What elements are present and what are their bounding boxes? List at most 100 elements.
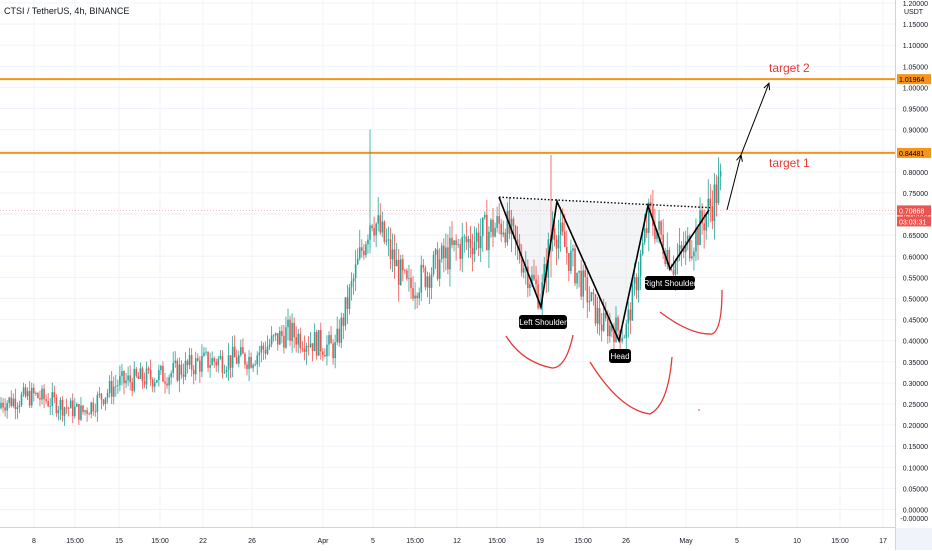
pattern-area: [499, 197, 648, 341]
candle-body: [645, 228, 648, 233]
freehand-curve[interactable]: [659, 289, 723, 335]
arrow-to-target2[interactable]: [740, 83, 770, 156]
candle-body: [633, 277, 636, 284]
candle-body: [301, 348, 304, 349]
candle-body: [584, 270, 587, 278]
arrow-to-target1[interactable]: [726, 154, 742, 210]
candle-body: [28, 391, 31, 406]
candle-body: [285, 327, 287, 348]
candle-body: [67, 407, 70, 409]
candle-body: [365, 244, 367, 256]
candle-body: [654, 225, 656, 240]
candle-body: [145, 368, 148, 385]
candle-body: [684, 240, 687, 253]
candle-body: [664, 254, 666, 265]
candle-body: [110, 381, 113, 397]
candle-body: [434, 249, 437, 255]
candle-body: [637, 276, 640, 291]
chart-title: CTSI / TetherUS, 4h, BINANCE: [4, 6, 130, 16]
candle-body: [313, 332, 316, 352]
candle-body: [420, 264, 423, 293]
candle-body: [108, 381, 111, 393]
candle-body: [479, 236, 482, 249]
candle-body: [440, 245, 443, 260]
candle-body: [33, 387, 35, 394]
candle-body: [104, 397, 107, 405]
candle-body: [399, 259, 402, 285]
candle-body: [16, 407, 19, 410]
candle-body: [203, 352, 205, 356]
candle-body: [387, 239, 390, 241]
candle-body: [668, 249, 671, 270]
candle-body: [287, 319, 289, 328]
candle-body: [602, 312, 605, 331]
candle-body: [149, 369, 152, 380]
candle-body: [469, 238, 472, 249]
candle-body: [635, 277, 638, 291]
candle-body: [180, 364, 183, 375]
candle-body: [55, 397, 58, 414]
candle-body: [213, 358, 215, 362]
candle-body: [201, 355, 203, 372]
candle-body: [293, 322, 295, 338]
time-axis[interactable]: [0, 527, 895, 551]
candle-body: [156, 380, 158, 383]
candle-body: [500, 223, 502, 235]
target2-label: target 2: [769, 61, 810, 75]
candle-body: [510, 218, 513, 234]
candle-body: [248, 356, 250, 370]
candle-body: [194, 358, 197, 375]
candle-body: [125, 380, 127, 384]
candle-body: [37, 392, 39, 399]
labels: target 2 target 1 Left Shoulder Head Right S…: [519, 61, 810, 363]
neckline[interactable]: [498, 196, 713, 209]
candle-body: [151, 379, 154, 387]
freehand-curve[interactable]: [505, 334, 574, 369]
freehand-curve[interactable]: [589, 356, 673, 415]
candle-body: [153, 382, 156, 387]
candle-body: [309, 343, 312, 347]
candle-body: [186, 360, 189, 365]
candle-body: [94, 411, 97, 413]
candle-body: [291, 322, 293, 341]
candle-body: [596, 308, 599, 324]
candle-body: [121, 371, 123, 377]
candle-body: [582, 270, 584, 297]
candle-body: [613, 331, 615, 343]
candle-body: [471, 248, 474, 255]
candle-body: [498, 216, 500, 224]
candle-body: [404, 270, 406, 272]
candle-body: [82, 405, 84, 412]
candle-body: [20, 394, 23, 406]
candle-body: [588, 301, 591, 303]
candle-body: [428, 276, 431, 288]
candle-body: [131, 382, 133, 391]
candle-body: [658, 221, 660, 231]
candle-body: [320, 330, 322, 352]
candle-body: [170, 373, 172, 378]
candle-body: [276, 333, 279, 345]
axis-corner: [896, 528, 932, 550]
candle-body: [379, 215, 382, 233]
price-axis[interactable]: [895, 0, 932, 550]
pattern-zigzag[interactable]: [498, 196, 710, 344]
candle-body: [639, 253, 642, 277]
candle-body: [537, 284, 539, 308]
candle-body: [691, 256, 693, 259]
candle-body: [231, 346, 234, 368]
candle-body: [627, 309, 630, 324]
candle-body: [168, 377, 170, 386]
candle-body: [350, 281, 353, 288]
head-label: Head: [610, 352, 629, 361]
candle-body: [449, 237, 451, 270]
candle-body: [135, 368, 138, 376]
arrow-to-target2-head: [763, 82, 771, 91]
candle-body: [22, 387, 25, 395]
candle-body: [137, 375, 140, 379]
candle-body: [438, 259, 441, 279]
candle-body: [609, 325, 611, 337]
candle-body: [80, 405, 82, 420]
candle-body: [707, 198, 710, 215]
